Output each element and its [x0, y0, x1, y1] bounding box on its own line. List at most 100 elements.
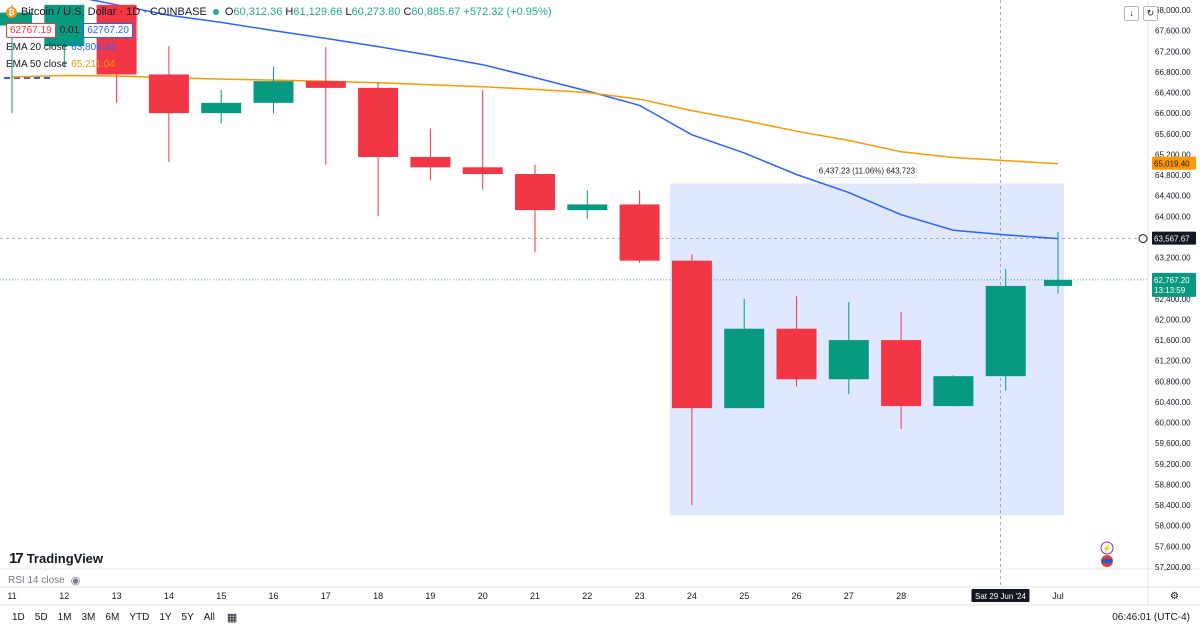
time-tick-label: 18 — [373, 591, 383, 601]
candle-body[interactable] — [410, 156, 451, 168]
crosshair-price-badge: 63,567.67 — [1154, 235, 1190, 244]
price-tick-label: 61,600.00 — [1155, 336, 1191, 345]
price-tick-label: 60,800.00 — [1155, 377, 1191, 386]
measure-label-box — [816, 162, 918, 178]
timeframe-6m[interactable]: 6M — [105, 611, 120, 623]
lightning-glyph: ⚡ — [1102, 543, 1112, 553]
candle-body[interactable] — [933, 376, 974, 407]
ema50-price-badge-bg — [1152, 156, 1196, 170]
candle-body[interactable] — [985, 285, 1026, 377]
price-tick-label: 58,400.00 — [1155, 501, 1191, 510]
calendar-icon[interactable]: ▦ — [226, 611, 238, 624]
lightning-event-icon[interactable] — [1100, 541, 1114, 555]
spread-value: 0.01 — [59, 24, 80, 36]
price-tick-label: 66,400.00 — [1155, 89, 1191, 98]
candle-body[interactable] — [253, 81, 294, 103]
price-tick-label: 64,800.00 — [1155, 171, 1191, 180]
time-tick-label: 28 — [896, 591, 906, 601]
time-tick-label: Jul — [1052, 591, 1064, 601]
price-tick-label: 63,200.00 — [1155, 254, 1191, 263]
timeframe-1y[interactable]: 1Y — [159, 611, 172, 623]
market-open-dot — [212, 9, 219, 15]
timeframe-ytd[interactable]: YTD — [129, 611, 150, 623]
timeframe-5d[interactable]: 5D — [34, 611, 48, 623]
ohlc-values: O60,312.36 H61,129.66 L60,273.80 C60,885… — [224, 6, 552, 18]
timeframe-1m[interactable]: 1M — [57, 611, 72, 623]
time-tick-label: 12 — [59, 591, 69, 601]
crosshair-add-icon[interactable] — [1138, 234, 1148, 244]
ema50-legend[interactable]: EMA 50 close 65,211.04 — [6, 59, 115, 70]
chart-top-controls: ↓ ↻ — [1120, 6, 1158, 21]
time-tick-label: 27 — [844, 591, 854, 601]
price-tick-label: 61,200.00 — [1155, 357, 1191, 366]
candle-body[interactable] — [724, 328, 765, 409]
timeframe-bar: 1D 5D 1M 3M 6M YTD 1Y 5Y All ▦ 06:46:01 … — [0, 607, 1200, 627]
price-tick-label: 68,000.00 — [1155, 6, 1191, 15]
candle-body[interactable] — [619, 204, 660, 261]
time-tick-label: 15 — [216, 591, 226, 601]
refresh-icon[interactable]: ↻ — [1143, 6, 1158, 21]
price-tick-label: 67,200.00 — [1155, 47, 1191, 56]
price-tick-label: 65,200.00 — [1155, 150, 1191, 159]
tradingview-logo: 17 TradingView — [9, 550, 104, 567]
price-tick-label: 62,400.00 — [1155, 295, 1191, 304]
candle-body[interactable] — [776, 328, 817, 380]
timeframe-3m[interactable]: 3M — [81, 611, 96, 623]
price-tick-label: 66,800.00 — [1155, 68, 1191, 77]
time-tick-label: 21 — [530, 591, 540, 601]
sell-button[interactable]: 62767.19 — [6, 23, 56, 38]
candle-body[interactable] — [1044, 279, 1072, 286]
price-tick-label: 57,200.00 — [1155, 563, 1191, 572]
time-tick-label: 16 — [268, 591, 278, 601]
candle-body[interactable] — [567, 204, 608, 211]
price-tick-label: 62,000.00 — [1155, 315, 1191, 324]
price-tick-label: 59,600.00 — [1155, 439, 1191, 448]
price-tick-label: 66,000.00 — [1155, 109, 1191, 118]
buy-button[interactable]: 62767.20 — [83, 23, 133, 38]
time-tick-label: 23 — [635, 591, 645, 601]
clock-readout[interactable]: 06:46:01 (UTC-4) — [1112, 611, 1190, 623]
candle-body[interactable] — [828, 340, 869, 380]
timeframe-1d[interactable]: 1D — [12, 611, 25, 623]
last-price-badge: 62,767.20 — [1154, 276, 1190, 285]
last-price-badge-bg — [1152, 272, 1196, 297]
crosshair-date-badge-bg — [971, 589, 1030, 602]
candle-body[interactable] — [671, 260, 712, 409]
time-tick-label: 14 — [164, 591, 174, 601]
ema50-price-badge: 65,019.40 — [1154, 160, 1190, 169]
candle-body[interactable] — [881, 340, 922, 407]
chart-legend: ₿ Bitcoin / U.S. Dollar · 1D · COINBASE … — [6, 5, 552, 72]
eye-icon[interactable]: ◉ — [70, 575, 81, 587]
measure-label: 6,437.23 (11.06%) 643,723 — [819, 166, 916, 175]
candle-body[interactable] — [305, 81, 346, 88]
price-tick-label: 64,000.00 — [1155, 212, 1191, 221]
rsi-pane-label[interactable]: RSI 14 close ◉ — [8, 575, 81, 587]
bar-countdown: 13:13:59 — [1154, 286, 1186, 295]
settings-gear-icon: ⚙ — [1170, 591, 1179, 602]
ema20-legend[interactable]: EMA 20 close 63,806.34 — [6, 42, 116, 53]
crosshair-date-badge: Sat 29 Jun '24 — [975, 592, 1026, 601]
download-icon[interactable]: ↓ — [1124, 6, 1139, 21]
timeframe-all[interactable]: All — [203, 611, 215, 623]
timeframe-5y[interactable]: 5Y — [181, 611, 194, 623]
crosshair-price-badge-bg — [1152, 231, 1196, 245]
tradingview-mark-icon: 17 — [9, 550, 24, 567]
symbol-title[interactable]: Bitcoin / U.S. Dollar · 1D · COINBASE — [21, 6, 207, 18]
candle-body[interactable] — [96, 4, 137, 75]
candle-body[interactable] — [148, 74, 189, 114]
price-tick-label: 58,800.00 — [1155, 480, 1191, 489]
candle-body[interactable] — [358, 87, 399, 157]
time-tick-label: 24 — [687, 591, 697, 601]
time-tick-label: 17 — [321, 591, 331, 601]
candle-body[interactable] — [201, 102, 242, 114]
price-tick-label: 65,600.00 — [1155, 130, 1191, 139]
ema20-line[interactable] — [12, 0, 1059, 240]
candle-body[interactable] — [462, 167, 503, 175]
candle-body[interactable] — [515, 174, 555, 211]
bitcoin-icon: ₿ — [6, 6, 17, 18]
price-tick-label: 60,000.00 — [1155, 419, 1191, 428]
us-flag-stripe — [1102, 559, 1112, 563]
time-tick-label: 25 — [739, 591, 749, 601]
